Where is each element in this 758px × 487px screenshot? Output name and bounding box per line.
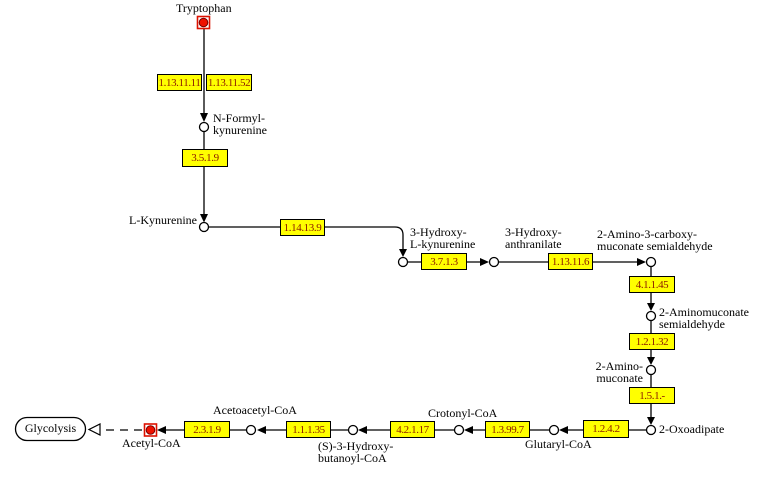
- label-line-1: N-Formyl-: [213, 111, 265, 125]
- glycolysis-pathway-label[interactable]: Glycolysis: [24, 421, 77, 435]
- label-line-2: muconate semialdehyde: [597, 238, 713, 253]
- compound-label-n-formyl-kynurenine: N-Formyl- kynurenine: [213, 111, 267, 137]
- arrowhead-down-hydroxykynurenine: [399, 249, 407, 257]
- arrowhead-right-hydroxyanthranilate: [480, 258, 489, 266]
- label-line-2: butanoyl-CoA: [318, 450, 387, 465]
- enzyme-box-1-14-13-9[interactable]: 1.14.13.9: [280, 219, 325, 236]
- compound-label-l-kynurenine: L-Kynurenine: [129, 213, 197, 227]
- label-line-1: (S)-3-Hydroxy-: [318, 439, 394, 453]
- arrowhead-down-ams: [647, 303, 655, 311]
- compound-node-2-oxoadipate[interactable]: [645, 424, 657, 436]
- enzyme-box-3-7-1-3[interactable]: 3.7.1.3: [421, 253, 467, 270]
- arrowhead-down-nfk: [200, 113, 208, 122]
- compound-node-2-aminomuconate[interactable]: [645, 364, 657, 376]
- compound-label-s-3-hydroxybutanoyl-coa: (S)-3-Hydroxy- butanoyl-CoA: [318, 439, 394, 465]
- label-line-1: 2-Amino-: [595, 359, 643, 373]
- compound-label-glutaryl-coa: Glutaryl-CoA: [525, 437, 592, 451]
- enzyme-box-4-1-1-45[interactable]: 4.1.1.45: [629, 276, 675, 293]
- compound-label-2-aminomuconate: 2-Amino- muconate: [592, 359, 643, 385]
- enzyme-box-1-2-1-32[interactable]: 1.2.1.32: [629, 333, 675, 350]
- compound-label-acetyl-coa: Acetyl-CoA: [122, 436, 181, 450]
- acetyl-coa-highlight-marker[interactable]: [143, 423, 158, 437]
- label-line-1: 3-Hydroxy-: [410, 225, 467, 239]
- compound-label-3-hydroxy-l-kynurenine: 3-Hydroxy- L-kynurenine: [410, 225, 476, 251]
- enzyme-box-1-13-11-52[interactable]: 1.13.11.52: [206, 74, 252, 91]
- arrowhead-down-oxoadipate: [647, 417, 655, 425]
- arrowhead-left-acetoacetyl: [257, 426, 266, 434]
- arrowhead-down-aminomuconate: [647, 357, 655, 365]
- arrowhead-left-hydroxybutanoyl: [358, 426, 367, 434]
- arrowhead-left-glutaryl: [559, 426, 568, 434]
- enzyme-box-1-1-1-35[interactable]: 1.1.1.35: [286, 421, 331, 438]
- compound-label-acetoacetyl-coa: Acetoacetyl-CoA: [213, 403, 297, 417]
- arrowhead-right-acms: [637, 258, 646, 266]
- enzyme-box-1-2-4-2[interactable]: 1.2.4.2: [583, 420, 629, 438]
- compound-node-3-hydroxy-anthranilate[interactable]: [488, 256, 500, 268]
- label-line-1: 2-Aminomuconate: [659, 305, 749, 319]
- label-line-2: kynurenine: [213, 122, 267, 137]
- compound-label-2-oxoadipate: 2-Oxoadipate: [659, 422, 725, 436]
- compound-node-3-hydroxy-l-kynurenine[interactable]: [397, 256, 409, 268]
- compound-label-3-hydroxy-anthranilate: 3-Hydroxy- anthranilate: [505, 225, 562, 251]
- enzyme-box-1-13-11-6[interactable]: 1.13.11.6: [548, 253, 593, 270]
- label-line-2: muconate: [596, 370, 643, 385]
- glycolysis-link-open-arrowhead: [87, 423, 101, 436]
- compound-node-2-aminomuconate-semialdehyde[interactable]: [645, 310, 657, 322]
- label-line-2: semialdehyde: [659, 316, 725, 331]
- enzyme-box-2-3-1-9[interactable]: 2.3.1.9: [184, 421, 230, 438]
- glycolysis-pathway-node[interactable]: [14, 416, 87, 442]
- tryptophan-highlight-marker[interactable]: [196, 15, 211, 30]
- compound-node-2-amino-3-carboxy-muconate-semialdehyde[interactable]: [645, 256, 657, 268]
- enzyme-box-1-13-11-11[interactable]: 1.13.11.11: [157, 74, 202, 91]
- compound-label-tryptophan: Tryptophan: [176, 1, 232, 15]
- label-line-2: anthranilate: [505, 236, 562, 251]
- compound-label-crotonyl-coa: Crotonyl-CoA: [428, 406, 498, 420]
- enzyme-box-1-5-1[interactable]: 1.5.1.-: [629, 387, 675, 404]
- arrowhead-down-lkynurenine: [200, 214, 208, 223]
- enzyme-box-1-3-99-7[interactable]: 1.3.99.7: [485, 421, 530, 438]
- compound-node-s-3-hydroxybutanoyl-coa[interactable]: [347, 424, 359, 436]
- arrowhead-left-crotonyl: [464, 426, 473, 434]
- compound-node-l-kynurenine[interactable]: [198, 221, 210, 233]
- label-line-2: L-kynurenine: [410, 236, 476, 251]
- compound-node-crotonyl-coa[interactable]: [453, 424, 465, 436]
- compound-node-acetoacetyl-coa[interactable]: [245, 424, 257, 436]
- enzyme-box-3-5-1-9[interactable]: 3.5.1.9: [182, 149, 228, 167]
- enzyme-box-4-2-1-17[interactable]: 4.2.1.17: [390, 421, 435, 438]
- compound-label-2-amino-3-carboxy-muconate-semialdehyde: 2-Amino-3-carboxy- muconate semialdehyde: [597, 227, 713, 253]
- compound-label-2-aminomuconate-semialdehyde: 2-Aminomuconate semialdehyde: [659, 305, 749, 331]
- edge-lkynurenine-to-hydroxykynurenine: [209, 226, 404, 249]
- compound-node-n-formyl-kynurenine[interactable]: [198, 121, 210, 133]
- label-line-1: 2-Amino-3-carboxy-: [597, 227, 697, 241]
- label-line-1: 3-Hydroxy-: [505, 225, 562, 239]
- compound-node-glutaryl-coa[interactable]: [548, 424, 560, 436]
- arrowhead-left-acetyl: [157, 426, 166, 434]
